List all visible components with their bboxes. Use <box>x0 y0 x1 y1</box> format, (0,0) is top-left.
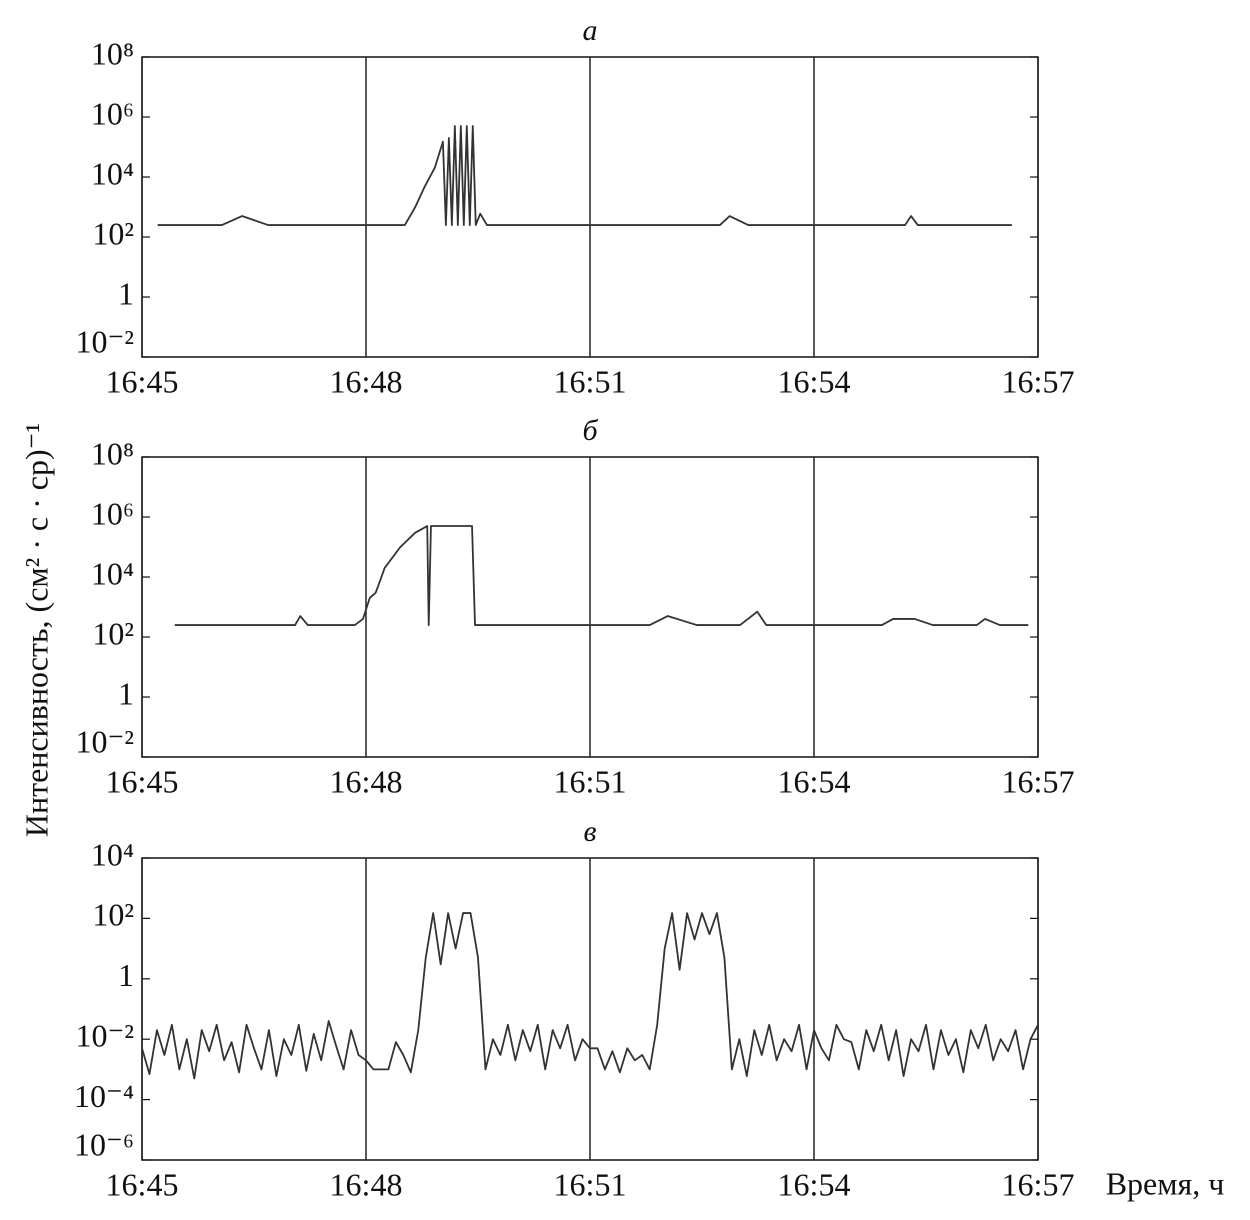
data-line <box>174 525 1029 626</box>
y-tick-label: 1 <box>118 275 134 311</box>
x-tick-label: 16:51 <box>554 1166 627 1202</box>
y-tick-label: 10⁴ <box>91 155 134 191</box>
x-axis-label: Время, ч <box>1106 1165 1225 1201</box>
y-tick-label: 10⁴ <box>91 836 134 872</box>
y-tick-label: 10⁶ <box>91 495 134 531</box>
data-line <box>141 912 1039 1080</box>
panel-title: б <box>582 414 598 447</box>
x-tick-label: 16:51 <box>554 763 627 799</box>
panel-title: в <box>583 815 596 848</box>
x-tick-label: 16:48 <box>330 363 403 399</box>
y-tick-label: 10² <box>92 615 134 651</box>
y-tick-label: 10⁻² <box>76 1018 134 1054</box>
x-tick-label: 16:57 <box>1002 363 1075 399</box>
x-tick-label: 16:57 <box>1002 763 1075 799</box>
x-tick-label: 16:57 <box>1002 1166 1075 1202</box>
panel-title: а <box>583 14 598 47</box>
y-tick-label: 10⁴ <box>91 555 134 591</box>
y-tick-label: 10⁸ <box>91 35 134 71</box>
data-line <box>157 125 1012 226</box>
y-tick-label: 10⁶ <box>91 95 134 131</box>
x-tick-label: 16:54 <box>778 1166 851 1202</box>
y-tick-label: 10⁻² <box>76 723 134 759</box>
x-tick-label: 16:54 <box>778 363 851 399</box>
y-tick-label: 1 <box>118 675 134 711</box>
x-tick-label: 16:45 <box>106 1166 179 1202</box>
y-tick-label: 10⁻² <box>76 323 134 359</box>
y-tick-label: 10⁸ <box>91 435 134 471</box>
x-tick-label: 16:51 <box>554 363 627 399</box>
y-tick-label: 1 <box>118 957 134 993</box>
y-tick-label: 10⁻⁶ <box>74 1126 134 1162</box>
y-tick-label: 10² <box>92 897 134 933</box>
x-tick-label: 16:48 <box>330 763 403 799</box>
x-tick-label: 16:45 <box>106 763 179 799</box>
y-tick-label: 10⁻⁴ <box>74 1078 134 1114</box>
x-tick-label: 16:54 <box>778 763 851 799</box>
y-tick-label: 10² <box>92 215 134 251</box>
x-tick-label: 16:48 <box>330 1166 403 1202</box>
y-axis-label: Интенсивность, (см² · с · ср)⁻¹ <box>18 423 54 837</box>
x-tick-label: 16:45 <box>106 363 179 399</box>
